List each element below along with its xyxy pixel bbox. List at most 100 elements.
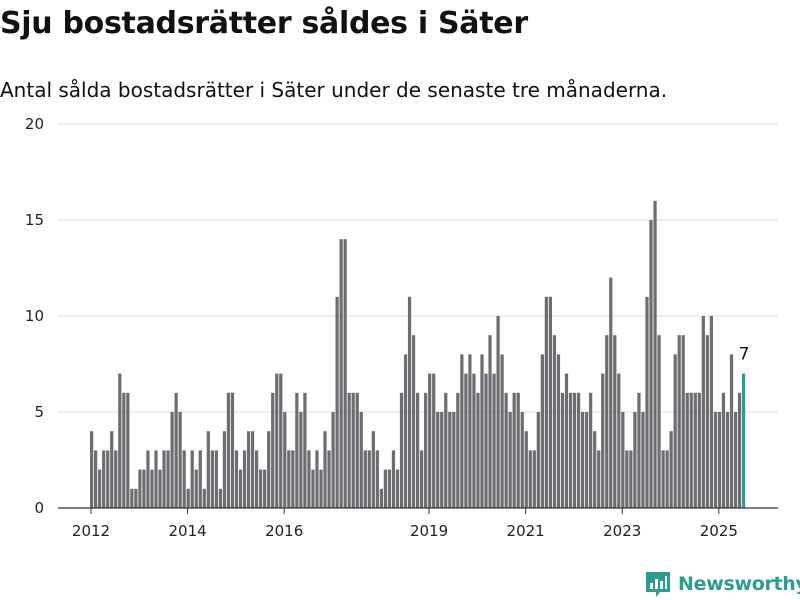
bar [564, 373, 569, 508]
bar [717, 412, 722, 508]
bar [428, 373, 432, 508]
x-axis [58, 507, 778, 514]
bar [560, 392, 565, 508]
bar [218, 488, 223, 508]
bar [307, 450, 311, 508]
bar [665, 450, 669, 508]
bar [90, 431, 94, 508]
bar [629, 450, 633, 508]
bar [701, 316, 705, 508]
bar [645, 296, 649, 508]
bar [150, 469, 154, 508]
chart-title: Sju bostadsrätter såldes i Säter [0, 6, 528, 41]
bar [621, 412, 625, 508]
bar [246, 431, 251, 508]
bar [395, 469, 400, 508]
bar [633, 412, 637, 508]
bar [102, 450, 106, 508]
bar [271, 392, 275, 508]
bar [641, 412, 645, 508]
bar [399, 392, 404, 508]
bar [617, 373, 621, 508]
bar [572, 392, 577, 508]
bar [601, 373, 605, 508]
bar [548, 296, 553, 508]
bar [697, 392, 701, 508]
y-tick-label: 5 [34, 403, 44, 421]
bar [424, 392, 428, 508]
bar [315, 450, 319, 508]
bar [174, 392, 178, 508]
bar [733, 412, 738, 508]
bar [359, 412, 363, 508]
bar [146, 450, 150, 508]
bar [198, 450, 202, 508]
brand-name: Newsworthy [678, 573, 800, 595]
bar [464, 373, 468, 508]
newsworthy-logo-icon [646, 572, 670, 597]
bar [653, 200, 657, 509]
bar [576, 392, 581, 508]
bar [520, 412, 524, 508]
bar [504, 392, 508, 508]
bar [351, 392, 355, 508]
bar [295, 392, 299, 508]
bar [355, 392, 359, 508]
bar [363, 450, 367, 508]
bar [436, 412, 440, 508]
bar [299, 412, 303, 508]
bar [693, 392, 697, 508]
x-tick-label: 2014 [168, 522, 206, 540]
bar [138, 469, 142, 508]
bar [524, 431, 528, 508]
bar [681, 335, 685, 508]
bar [737, 392, 742, 508]
x-tick-label: 2016 [265, 522, 303, 540]
bar [335, 296, 339, 508]
bar [226, 392, 231, 508]
bar [729, 354, 734, 508]
x-tick-label: 2019 [410, 522, 448, 540]
bar [331, 412, 335, 508]
bar [625, 450, 629, 508]
bar [448, 412, 452, 508]
bar [242, 450, 247, 508]
bar [327, 450, 331, 508]
bar [516, 392, 520, 508]
bar [182, 450, 186, 508]
bar [323, 431, 327, 508]
bar [267, 431, 271, 508]
bar [250, 431, 255, 508]
bar [311, 469, 315, 508]
bar [347, 392, 351, 508]
x-tick-label: 2012 [72, 522, 110, 540]
bar [540, 354, 544, 508]
newsworthy-logo[interactable]: Newsworthy [644, 570, 800, 598]
bar [661, 450, 665, 508]
bar [275, 373, 279, 508]
bar [713, 412, 718, 508]
bar [685, 392, 689, 508]
bar [206, 431, 210, 508]
chart-subtitle: Antal sålda bostadsrätter i Säter under … [0, 78, 668, 102]
bar [122, 392, 126, 508]
bar [222, 431, 227, 508]
bar [689, 392, 693, 508]
bar [568, 392, 573, 508]
bar [110, 431, 114, 508]
gridlines [58, 123, 778, 413]
bar [279, 373, 283, 508]
bar [440, 412, 444, 508]
bar [98, 469, 102, 508]
bar [367, 450, 371, 508]
bar [234, 450, 239, 508]
bar [544, 296, 548, 508]
bar [411, 335, 416, 508]
bar [528, 450, 532, 508]
bar [375, 450, 379, 508]
bar [476, 392, 480, 508]
y-tick-label: 20 [25, 115, 44, 133]
bar [283, 412, 287, 508]
bar [460, 354, 464, 508]
